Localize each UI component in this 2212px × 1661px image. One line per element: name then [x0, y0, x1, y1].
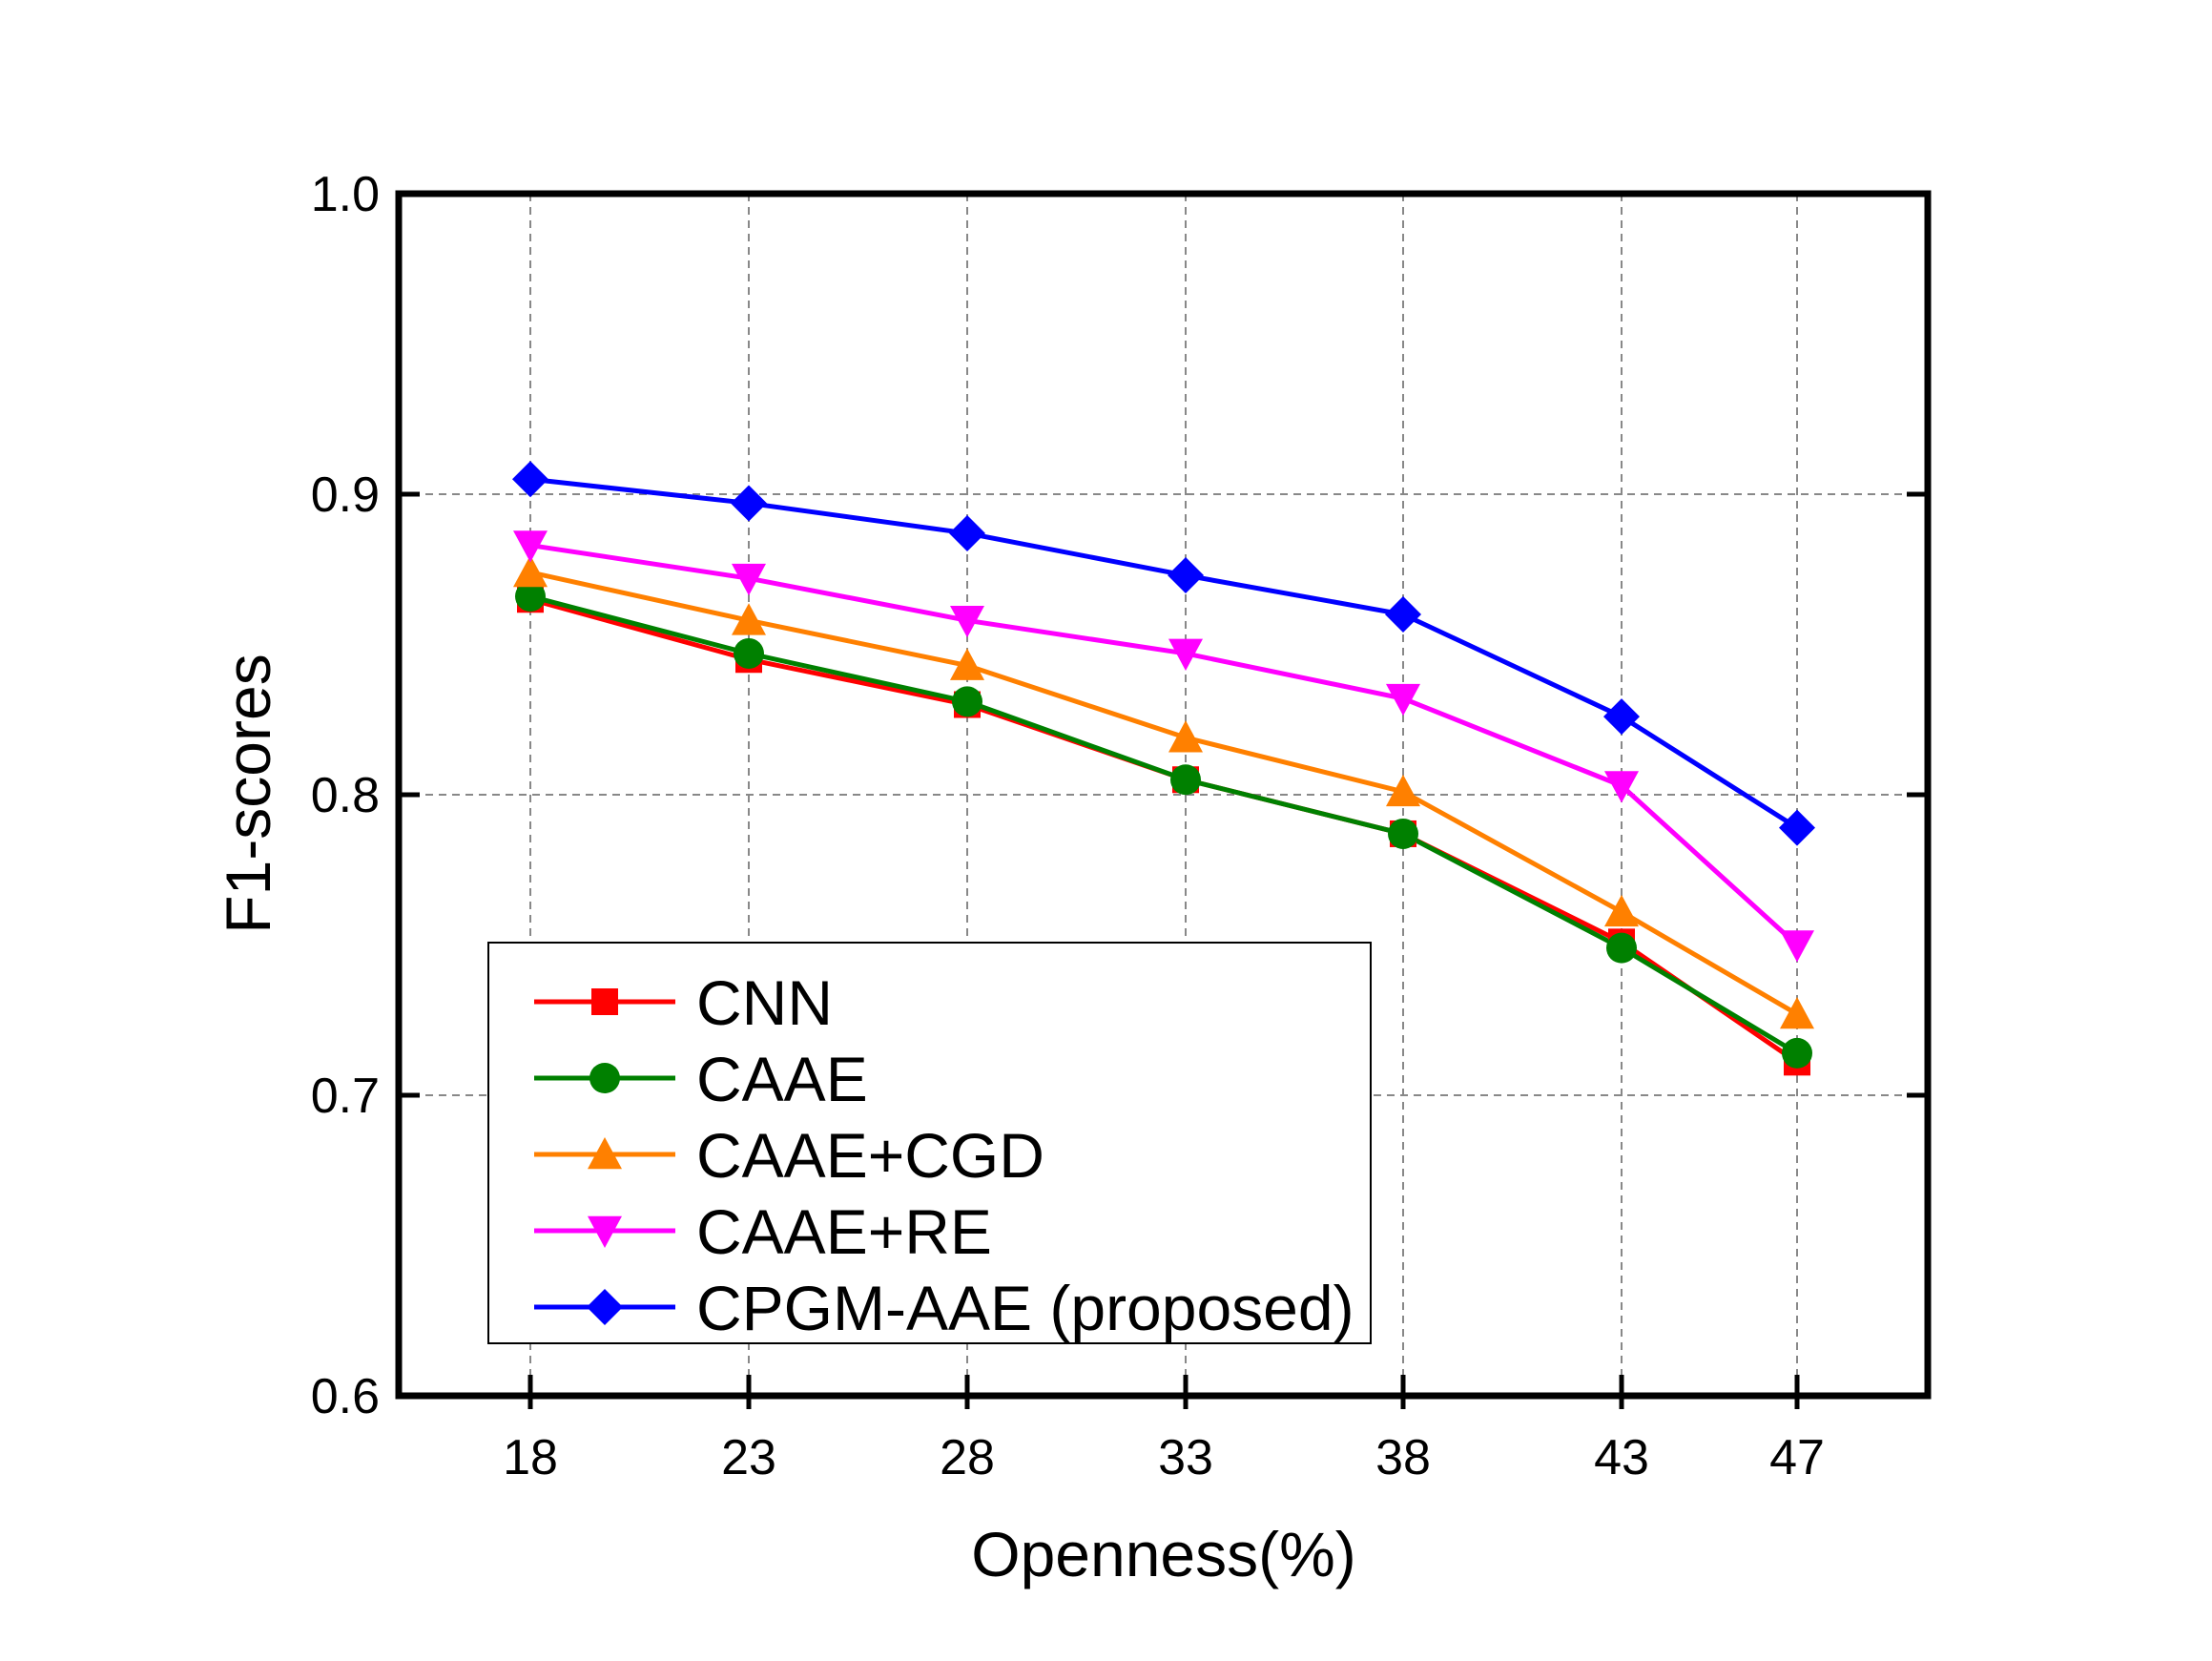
data-point-caae-re [1780, 930, 1814, 963]
legend-label-cpgm-aae-proposed: CPGM-AAE (proposed) [696, 1273, 1354, 1343]
x-axis-label: Openness(%) [971, 1519, 1356, 1589]
y-tick-label: 1.0 [311, 167, 380, 222]
data-point-caae [952, 686, 982, 717]
data-point-caae-cgd [732, 603, 766, 635]
data-point-caae-cgd [1386, 774, 1420, 807]
legend-marker-caae-cgd [588, 1137, 622, 1170]
data-point-caae [1782, 1037, 1812, 1069]
legend-marker-cpgm-aae-proposed [587, 1289, 623, 1325]
legend-box [487, 942, 1372, 1344]
x-tick-label: 28 [940, 1430, 995, 1485]
y-tick-label: 0.9 [311, 467, 380, 523]
data-point-caae-cgd [1780, 996, 1814, 1029]
data-point-caae-cgd [950, 648, 984, 680]
data-point-cpgm-aae-proposed [949, 514, 985, 551]
legend-label-caae-cgd: CAAE+CGD [696, 1120, 1044, 1191]
y-tick-label: 0.7 [311, 1069, 380, 1124]
x-tick-label: 47 [1769, 1430, 1825, 1485]
x-tick-label: 38 [1375, 1430, 1431, 1485]
data-point-cpgm-aae-proposed [512, 461, 548, 498]
data-point-caae-re [513, 530, 548, 563]
y-tick-label: 0.8 [311, 768, 380, 823]
data-point-caae-re [1604, 771, 1639, 803]
data-point-caae [1170, 764, 1201, 796]
series-markers [512, 461, 1815, 1076]
data-point-cpgm-aae-proposed [1168, 557, 1204, 594]
legend-label-caae: CAAE [696, 1044, 868, 1114]
data-point-cpgm-aae-proposed [1385, 596, 1421, 633]
data-point-caae-cgd [1168, 720, 1203, 753]
data-point-caae-re [950, 606, 984, 638]
data-point-caae-re [1168, 638, 1203, 671]
x-tick-label: 18 [503, 1430, 558, 1485]
data-point-cpgm-aae-proposed [1779, 809, 1815, 846]
data-point-caae [515, 581, 546, 612]
legend-label-caae-re: CAAE+RE [696, 1196, 992, 1267]
data-point-caae [1388, 818, 1418, 849]
data-point-caae-cgd [1604, 894, 1639, 927]
axis-ticks [399, 191, 1928, 1409]
y-axis-label: F1-scores [213, 654, 283, 933]
legend-marker-cnn [591, 988, 618, 1015]
x-tick-label: 33 [1158, 1430, 1213, 1485]
x-tick-label: 23 [721, 1430, 776, 1485]
data-point-caae [734, 637, 764, 669]
x-tick-label: 43 [1594, 1430, 1649, 1485]
x-tick-labels: 18 23 28 33 38 43 47 [503, 1430, 1825, 1485]
data-point-cpgm-aae-proposed [1603, 698, 1640, 736]
data-point-caae-re [1386, 683, 1420, 716]
data-point-caae [1606, 932, 1637, 964]
legend-label-cnn: CNN [696, 967, 833, 1038]
data-point-cpgm-aae-proposed [731, 485, 767, 522]
legend-marker-caae-re [588, 1215, 622, 1248]
data-point-caae-re [732, 563, 766, 596]
y-tick-label: 0.6 [311, 1369, 380, 1424]
data-point-caae-cgd [513, 554, 548, 588]
y-tick-labels: 0.6 0.7 0.8 0.9 1.0 [311, 167, 380, 1424]
legend-marker-caae [589, 1063, 620, 1093]
